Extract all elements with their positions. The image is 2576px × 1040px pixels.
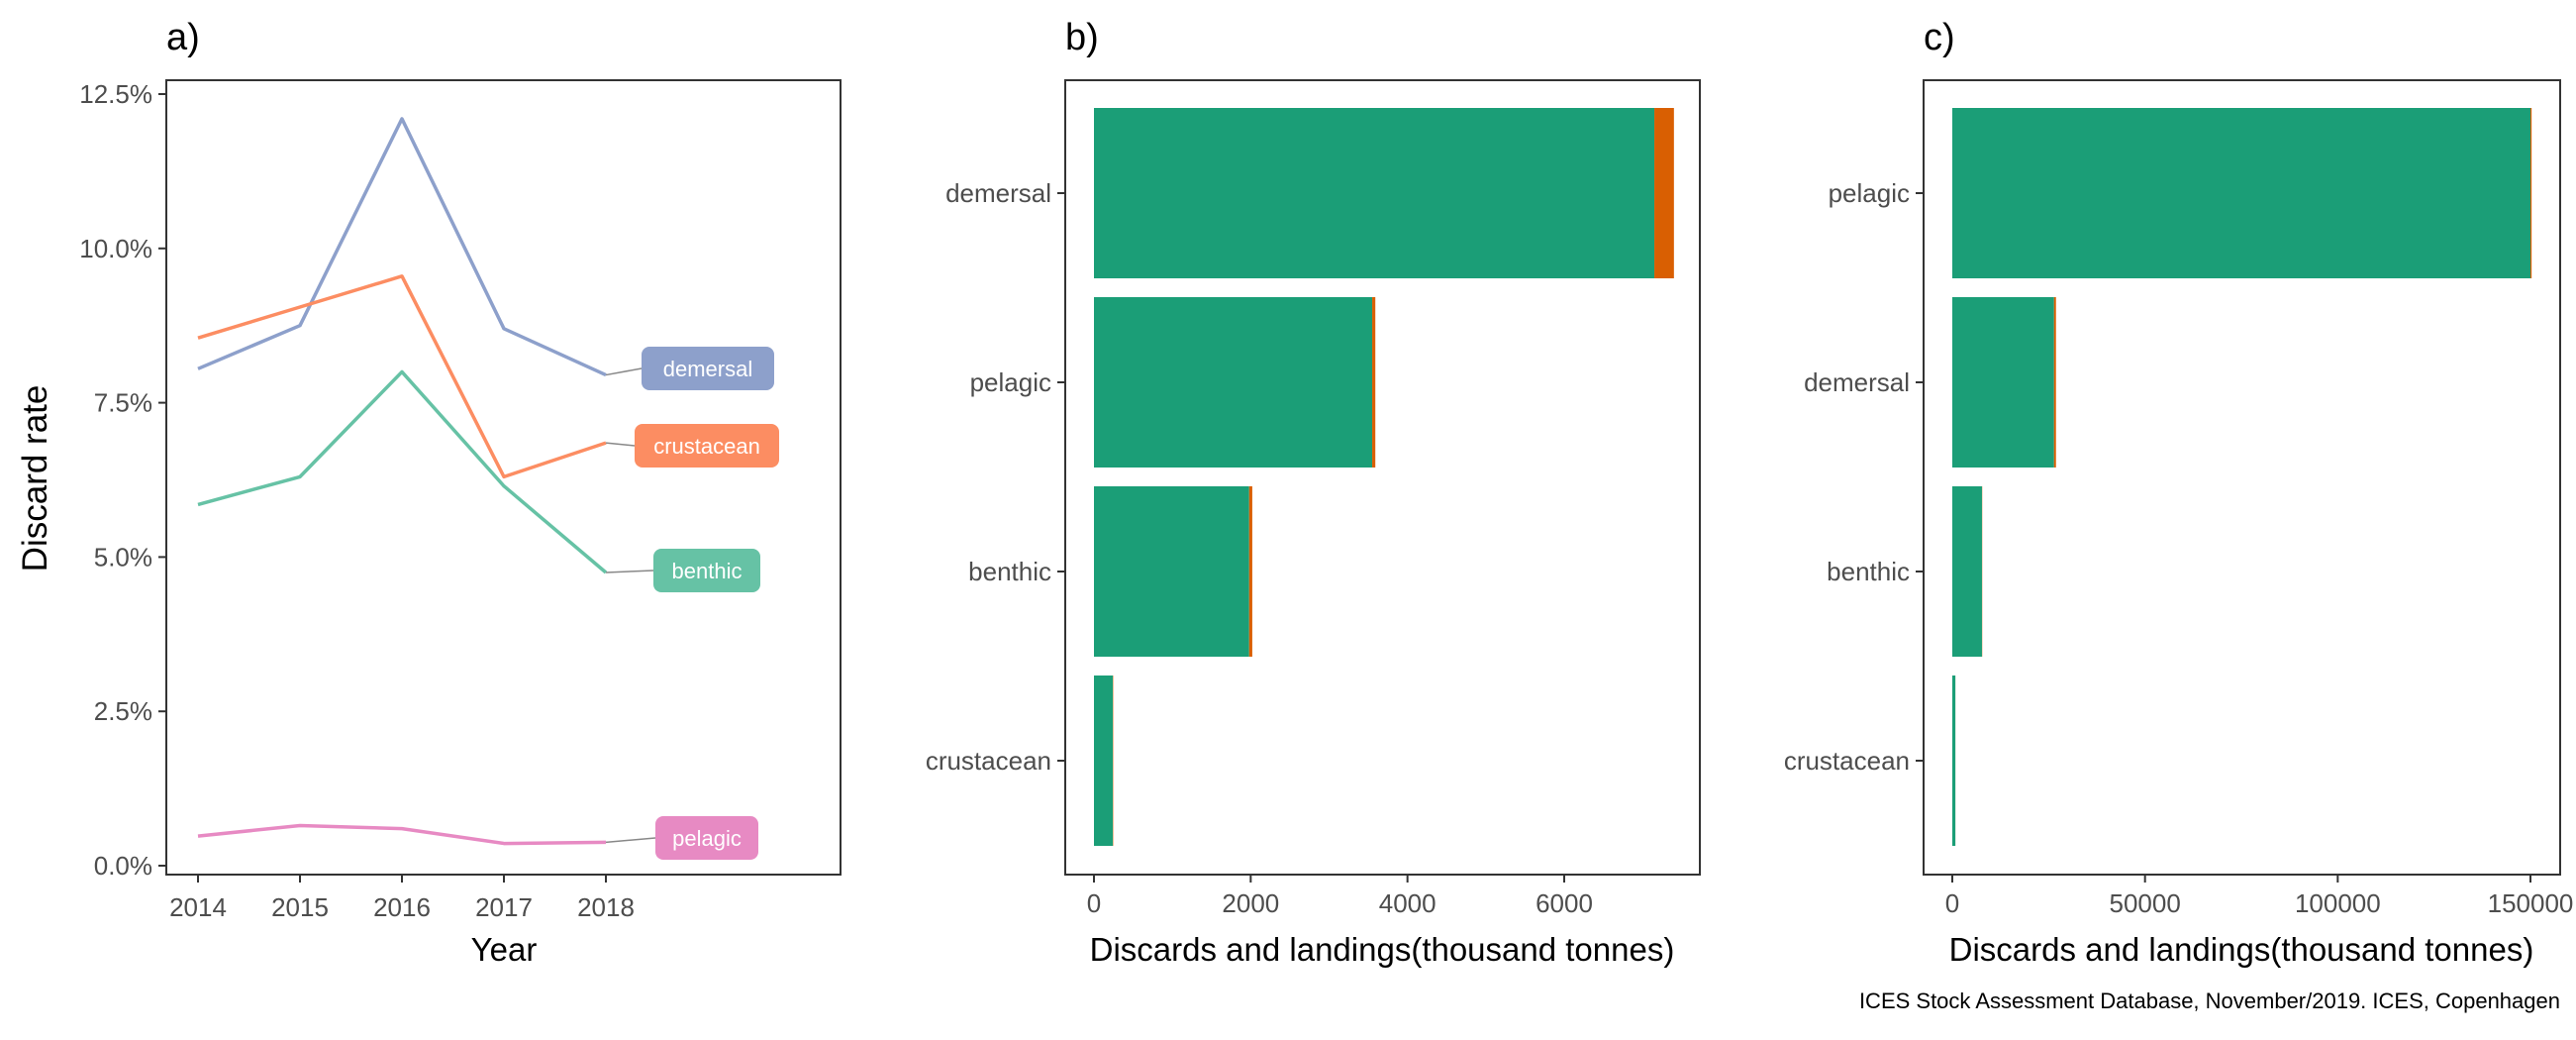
panel-c-x-tick-label: 100000: [2295, 888, 2381, 918]
panel-c-x-tick-label: 50000: [2110, 888, 2181, 918]
panel-a-direct-labels: demersal crustacean benthic pelagic: [605, 347, 779, 860]
panel-b-category-label: benthic: [968, 557, 1051, 586]
series-label-benthic: benthic: [672, 559, 743, 583]
panel-c-axes: pelagic demersal benthic crustacean 0 50000 10…: [1784, 178, 2574, 918]
panel-c-category-label: pelagic: [1829, 178, 1910, 208]
series-line-benthic: [197, 369, 608, 574]
panel-b-category-label: crustacean: [926, 746, 1051, 776]
panel-b-bar-landings-crustacean: [1094, 676, 1113, 846]
panel-c-frame: [1923, 79, 2561, 876]
panel-a-y-tick-label: 12.5%: [79, 79, 152, 109]
panel-b-bar-landings-demersal: [1094, 108, 1655, 278]
panel-a-y-tick-label: 7.5%: [94, 388, 152, 418]
panel-b-bar-landings-benthic: [1094, 486, 1249, 657]
label-box-benthic: [653, 549, 760, 592]
panel-c-bar-landings-demersal: [1952, 297, 2054, 468]
panel-b-x-tick-label: 4000: [1379, 888, 1437, 918]
panel-a-x-tick-label: 2016: [373, 892, 431, 922]
panel-a-y-tick-label: 5.0%: [94, 542, 152, 572]
panel-c-x-tick-label: 0: [1945, 888, 1959, 918]
panel-b-bar-discards-demersal: [1654, 108, 1674, 278]
panel-c-category-label: demersal: [1804, 367, 1910, 397]
panel-b-bar-discards-benthic: [1248, 486, 1252, 657]
panel-a-frame: [165, 79, 842, 876]
panel-c-category-label: crustacean: [1784, 746, 1910, 776]
panel-c-label: c): [1924, 17, 1955, 58]
panel-b-category-label: demersal: [945, 178, 1051, 208]
panel-a-y-tick-label: 2.5%: [94, 696, 152, 726]
label-box-demersal: [642, 347, 774, 390]
panel-a-axes: 0.0% 2.5% 5.0% 7.5% 10.0% 12.5% 2014 2015 2016 20…: [79, 79, 635, 922]
panel-a-x-axis-title: Year: [471, 931, 538, 968]
panel-c-bars: [1952, 108, 2532, 846]
panel-b-x-tick-label: 2000: [1222, 888, 1279, 918]
leader-line-crustacean: [605, 442, 636, 447]
series-line-pelagic: [197, 823, 607, 846]
series-label-pelagic: pelagic: [672, 826, 742, 851]
panel-b-x-tick-label: 0: [1087, 888, 1101, 918]
panel-c-bar-discards-pelagic: [2530, 108, 2532, 278]
panel-c-x-axis-title: Discards and landings(thousand tonnes): [1949, 931, 2534, 968]
panel-b-axes: demersal pelagic benthic crustacean 0 2000 400…: [926, 178, 1593, 918]
label-box-crustacean: [635, 424, 779, 468]
panel-b-bar-landings-pelagic: [1094, 297, 1373, 468]
source-caption: ICES Stock Assessment Database, November…: [1859, 988, 2560, 1013]
panel-c-bar-discards-demersal: [2053, 297, 2056, 468]
panel-c-bar-chart: c) Discards and landings(thousand tonnes…: [1784, 17, 2574, 968]
leader-line-benthic: [605, 570, 654, 573]
panel-b-bar-chart: b) Discards and landings(thousand tonnes…: [926, 17, 1701, 968]
panel-a-x-tick-label: 2017: [475, 892, 533, 922]
panel-a-x-tick-label: 2015: [271, 892, 329, 922]
panel-c-x-tick-label: 150000: [2488, 888, 2574, 918]
panel-a-label: a): [166, 17, 200, 58]
panel-c-bar-landings-pelagic: [1952, 108, 2530, 278]
series-label-demersal: demersal: [663, 357, 752, 381]
panel-b-label: b): [1065, 17, 1099, 58]
panel-b-x-tick-label: 6000: [1536, 888, 1593, 918]
panel-a-line-chart: a) Discard rate Year 0.0% 2.5% 5.0% 7.5% 10.…: [16, 17, 842, 968]
series-line-demersal: [197, 117, 607, 377]
panel-b-x-axis-title: Discards and landings(thousand tonnes): [1090, 931, 1675, 968]
panel-c-bar-landings-crustacean: [1952, 676, 1956, 846]
panel-a-x-tick-label: 2018: [577, 892, 635, 922]
panel-b-bars: [1094, 108, 1674, 846]
panel-c-bar-landings-benthic: [1952, 486, 1982, 657]
panel-a-y-tick-label: 10.0%: [79, 234, 152, 263]
series-label-crustacean: crustacean: [653, 434, 760, 459]
panel-b-bar-discards-pelagic: [1372, 297, 1376, 468]
series-line-crustacean: [197, 274, 607, 479]
panel-b-frame: [1064, 79, 1701, 876]
label-box-pelagic: [655, 816, 758, 860]
panel-b-category-label: pelagic: [970, 367, 1051, 397]
leader-line-demersal: [605, 367, 643, 376]
leader-line-pelagic: [605, 837, 656, 844]
panel-a-y-tick-label: 0.0%: [94, 851, 152, 881]
panel-c-category-label: benthic: [1827, 557, 1910, 586]
panel-a-y-axis-title: Discard rate: [16, 385, 54, 572]
panel-a-x-tick-label: 2014: [169, 892, 227, 922]
panel-a-series-lines: [197, 117, 608, 846]
